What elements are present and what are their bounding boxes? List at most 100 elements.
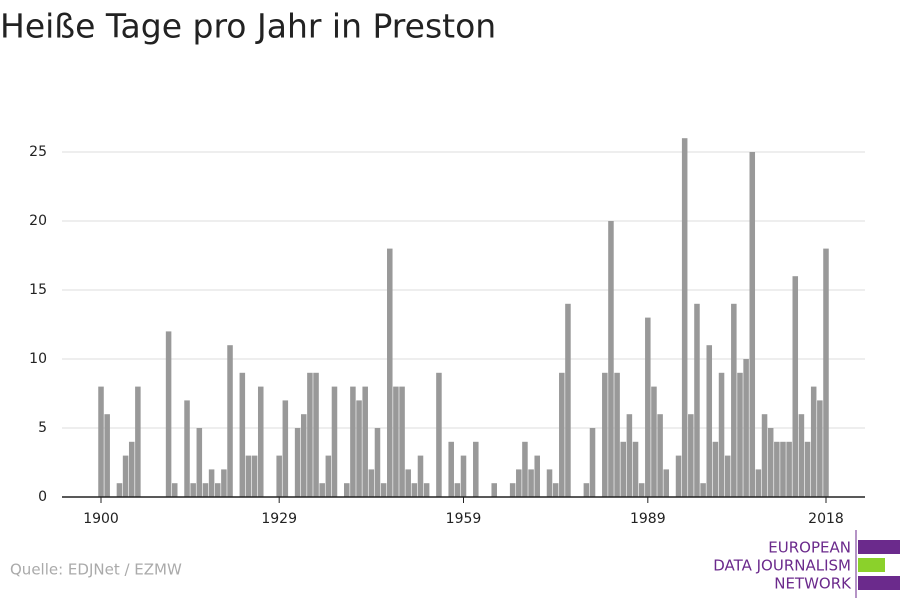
logo-bar — [858, 576, 900, 590]
bar — [743, 359, 749, 497]
bar — [171, 483, 178, 497]
bar — [257, 386, 264, 497]
bar — [700, 483, 706, 497]
bar — [325, 455, 332, 497]
bar — [116, 483, 123, 497]
chart-title: Heiße Tage pro Jahr in Preston — [0, 7, 496, 46]
bar — [712, 441, 719, 497]
bar — [522, 441, 528, 497]
bar — [460, 455, 467, 497]
bar — [706, 345, 713, 497]
bar — [374, 428, 381, 497]
bar — [651, 386, 657, 497]
bar — [755, 469, 762, 497]
bar — [128, 441, 135, 497]
y-tick-label: 15 — [29, 282, 47, 298]
bar — [516, 469, 522, 497]
bar — [282, 400, 289, 497]
bar — [823, 248, 829, 497]
bar — [780, 441, 786, 497]
bar — [675, 455, 682, 497]
bar — [589, 428, 596, 497]
bar — [737, 372, 743, 497]
bar — [632, 441, 639, 497]
bar — [645, 317, 651, 497]
bar — [798, 414, 805, 497]
bar — [227, 345, 233, 497]
bar — [387, 248, 393, 497]
bar — [583, 483, 590, 497]
source: Quelle: EDJNet / EZMW — [10, 561, 182, 579]
x-tick-label: 2018 — [808, 511, 844, 527]
bar — [626, 414, 633, 497]
bar — [122, 455, 129, 497]
bar — [546, 469, 553, 497]
bar — [473, 441, 479, 497]
bar — [694, 303, 700, 497]
bar — [368, 469, 375, 497]
y-tick-label: 5 — [38, 420, 47, 436]
x-tick-label: 1929 — [261, 511, 297, 527]
bar — [724, 455, 731, 497]
bar — [184, 400, 190, 497]
bar — [380, 483, 387, 497]
bar — [509, 483, 516, 497]
bar — [423, 483, 430, 497]
bar — [749, 152, 756, 497]
bar — [681, 138, 688, 497]
bar — [165, 331, 172, 497]
bar — [214, 483, 221, 497]
bar — [276, 455, 282, 497]
bar — [786, 441, 792, 497]
bar — [196, 428, 203, 497]
x-tick-label: 1959 — [446, 511, 482, 527]
bar — [104, 414, 110, 497]
bar — [313, 372, 319, 497]
bar — [294, 428, 301, 497]
bar — [767, 428, 774, 497]
bar — [608, 221, 614, 497]
bar — [602, 372, 608, 497]
bar — [98, 386, 104, 497]
bar — [307, 372, 313, 497]
bar — [552, 483, 559, 497]
bar — [663, 469, 670, 497]
bar — [718, 372, 725, 497]
bar — [614, 372, 620, 497]
bar — [331, 386, 338, 497]
logo-text: DATA JOURNALISM — [713, 557, 851, 575]
y-tick-label: 0 — [38, 489, 47, 505]
y-tick-label: 25 — [29, 144, 47, 160]
bar — [454, 483, 461, 497]
bar — [774, 441, 780, 497]
x-tick-label: 1900 — [83, 511, 119, 527]
bar — [221, 469, 227, 497]
bar — [417, 455, 424, 497]
bar — [528, 469, 534, 497]
bar — [245, 455, 252, 497]
bar — [657, 414, 663, 497]
bar — [688, 414, 694, 497]
logo-text: NETWORK — [774, 575, 852, 593]
y-tick-label: 10 — [29, 351, 47, 367]
bar — [300, 414, 307, 497]
bar — [491, 483, 497, 497]
bar — [761, 414, 768, 497]
bar — [344, 483, 350, 497]
bar — [190, 483, 196, 497]
bar — [399, 386, 405, 497]
bar — [350, 386, 356, 497]
bar — [792, 276, 799, 497]
bar — [731, 303, 737, 497]
bar — [810, 386, 817, 497]
bar — [817, 400, 823, 497]
bar — [362, 386, 368, 497]
bar — [448, 441, 454, 497]
bar — [565, 303, 571, 497]
bar — [356, 400, 362, 497]
bar — [202, 483, 209, 497]
bar — [393, 386, 399, 497]
bar — [239, 372, 246, 497]
bar — [319, 483, 325, 497]
